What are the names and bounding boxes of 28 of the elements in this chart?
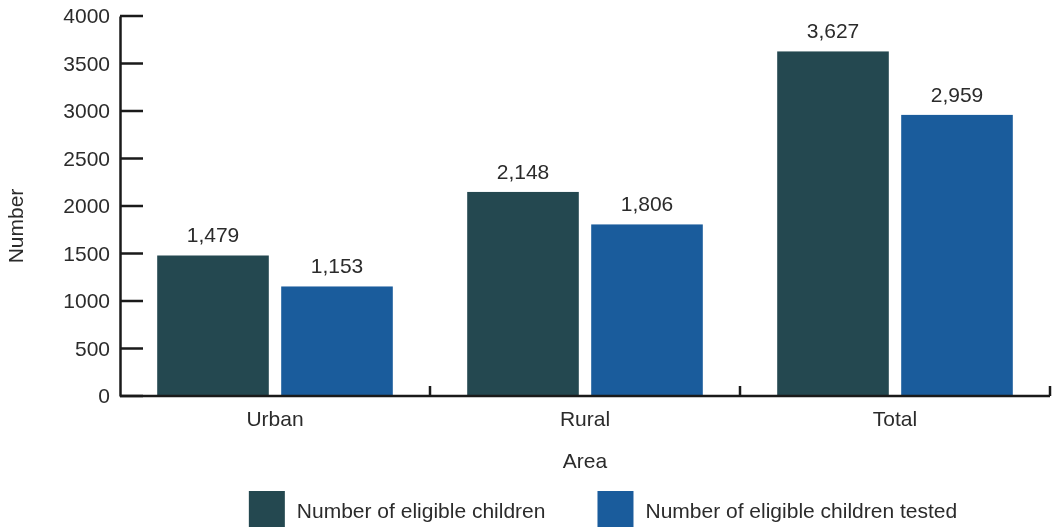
y-tick-label: 4000 (63, 4, 110, 28)
legend-label: Number of eligible children (296, 499, 546, 522)
y-tick-label: 1000 (63, 289, 110, 313)
bar (157, 255, 269, 396)
x-axis-title: Area (562, 449, 608, 472)
data-label: 1,806 (620, 192, 674, 216)
data-label: 1,479 (186, 223, 240, 247)
bar (467, 191, 579, 396)
y-tick-label: 1500 (63, 241, 110, 265)
bar (281, 286, 393, 396)
x-tick-label: Rural (559, 407, 611, 430)
data-label: 2,148 (496, 159, 550, 183)
y-tick-label: 3500 (63, 51, 110, 75)
y-axis-title: Number (4, 188, 27, 264)
data-label: 1,153 (310, 254, 364, 278)
y-tick-label: 500 (74, 336, 110, 360)
bar (901, 114, 1013, 396)
legend-label: Number of eligible children tested (645, 499, 958, 522)
bar (777, 51, 889, 396)
data-label: 3,627 (806, 19, 860, 43)
y-tick-label: 0 (98, 384, 110, 408)
data-label: 2,959 (930, 82, 984, 106)
y-tick-label: 2000 (63, 194, 110, 218)
bar (591, 224, 703, 396)
x-tick-label: Total (872, 407, 918, 430)
x-tick-label: Urban (246, 407, 304, 430)
y-tick-label: 2500 (63, 146, 110, 170)
y-tick-label: 3000 (63, 99, 110, 123)
